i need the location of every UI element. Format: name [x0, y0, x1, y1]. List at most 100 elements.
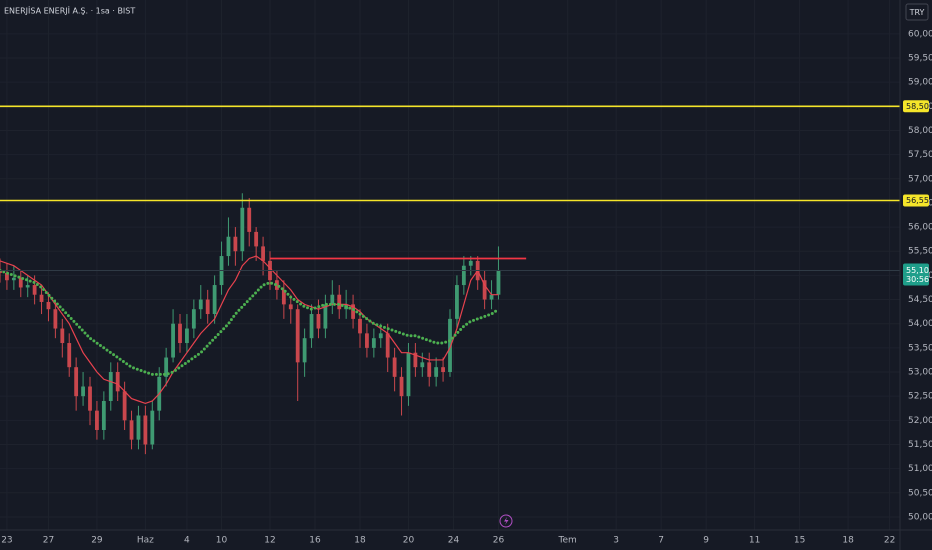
candle-body [129, 420, 134, 440]
candle-body [330, 294, 335, 305]
plot-area [0, 105, 900, 455]
candle-body [11, 277, 16, 281]
candle-body [378, 333, 383, 339]
y-tick-label: 51,50 [908, 440, 932, 450]
candle-body [88, 386, 92, 411]
lightning-icon[interactable] [499, 514, 513, 528]
y-tick-label: 58,00 [908, 126, 932, 136]
candle-body [46, 301, 51, 310]
candle-body [441, 367, 445, 373]
x-tick-label: 20 [403, 536, 415, 546]
candle-body [212, 285, 217, 315]
candle-body [53, 309, 58, 329]
candle-body [385, 333, 390, 358]
candle-body [351, 304, 355, 319]
x-tick-label: Tem [558, 536, 577, 546]
x-tick-label: 18 [354, 536, 366, 546]
candle-body [32, 285, 37, 295]
level-label-bg [903, 194, 929, 207]
countdown-label: 30:56 [906, 275, 929, 284]
last-price-bg [903, 263, 929, 286]
candle-body [39, 294, 44, 302]
moving-average [0, 255, 499, 405]
x-tick-label: 22 [884, 536, 895, 546]
candle-body [205, 299, 210, 315]
x-tick-label: 26 [493, 536, 505, 546]
candle-body [74, 367, 79, 397]
x-tick-label: 27 [43, 536, 54, 546]
level-label-bg [903, 100, 929, 113]
currency-label[interactable]: TRY [909, 8, 925, 17]
candle-body [261, 246, 265, 261]
candle-body [233, 236, 238, 252]
candle-body [427, 362, 432, 377]
y-tick-label: 50,50 [908, 488, 932, 498]
candle-body [399, 376, 404, 397]
candle-body [198, 299, 203, 310]
level-label: 56,55 [906, 196, 929, 205]
candle-body [302, 338, 307, 363]
candle-body [455, 285, 459, 319]
candle-body [434, 367, 439, 377]
x-tick-label: 23 [1, 536, 12, 546]
y-tick-label: 55,50 [908, 247, 932, 257]
candle-body [150, 410, 155, 445]
y-tick-label: 53,00 [908, 368, 932, 378]
candle-body [323, 304, 328, 329]
y-tick-label: 52,50 [908, 392, 932, 402]
x-tick-label: Haz [137, 536, 154, 546]
candle-body [0, 270, 2, 273]
candle-body [18, 277, 23, 288]
level-label: 58,50 [906, 102, 929, 111]
candle-body [178, 323, 182, 344]
x-tick-label: 3 [613, 536, 619, 546]
y-tick-label: 54,00 [908, 319, 932, 329]
candle-body [365, 333, 369, 348]
x-tick-label: 4 [184, 536, 190, 546]
candle-body [337, 294, 342, 310]
y-tick-label: 50,00 [908, 512, 932, 522]
x-tick-label: 24 [448, 536, 460, 546]
candle-body [240, 207, 245, 252]
y-tick-label: 57,00 [908, 174, 932, 184]
candle-body [281, 289, 286, 305]
candle-body [406, 352, 411, 397]
candle-body [489, 294, 494, 300]
x-tick-label: 18 [842, 536, 854, 546]
candle-body [413, 352, 418, 368]
candle-body [275, 280, 279, 290]
candle-body [309, 314, 314, 339]
x-tick-label: 9 [703, 536, 709, 546]
chart-title: ENERJİSA ENERJİ A.Ş. · 1sa · BIST [4, 6, 135, 16]
x-tick-label: 12 [264, 536, 275, 546]
x-tick-label: 29 [91, 536, 103, 546]
candle-body [115, 372, 120, 392]
candle-body [496, 270, 501, 295]
candle-body [5, 272, 9, 281]
candle-body [288, 304, 293, 310]
candle-body [226, 236, 231, 257]
currency-button[interactable] [905, 3, 929, 21]
candle-body [81, 386, 85, 397]
candle-body [95, 410, 99, 430]
candle-body [316, 314, 321, 329]
candle-body [461, 265, 466, 286]
y-tick-label: 59,00 [908, 78, 932, 88]
moving-average [0, 269, 500, 376]
candle-body [143, 415, 148, 445]
candle-body [371, 338, 376, 348]
candle-body [468, 260, 473, 266]
last-price-label: 55,10 [906, 266, 929, 275]
x-tick-label: 7 [658, 536, 664, 546]
candle-body [101, 401, 106, 430]
y-tick-label: 56,00 [908, 223, 932, 233]
candle-body [67, 343, 72, 368]
candle-body [60, 328, 65, 344]
y-tick-label: 52,00 [908, 416, 932, 426]
candle-body [25, 285, 30, 288]
y-tick-label: 57,50 [908, 150, 932, 160]
candle-body [108, 372, 113, 402]
candle-body [136, 415, 141, 440]
axes: 50,00 50,50 51,00 51,50 52,00 52,50 53,00 53,50… [1, 29, 932, 545]
y-tick-label: 59,50 [908, 53, 932, 63]
